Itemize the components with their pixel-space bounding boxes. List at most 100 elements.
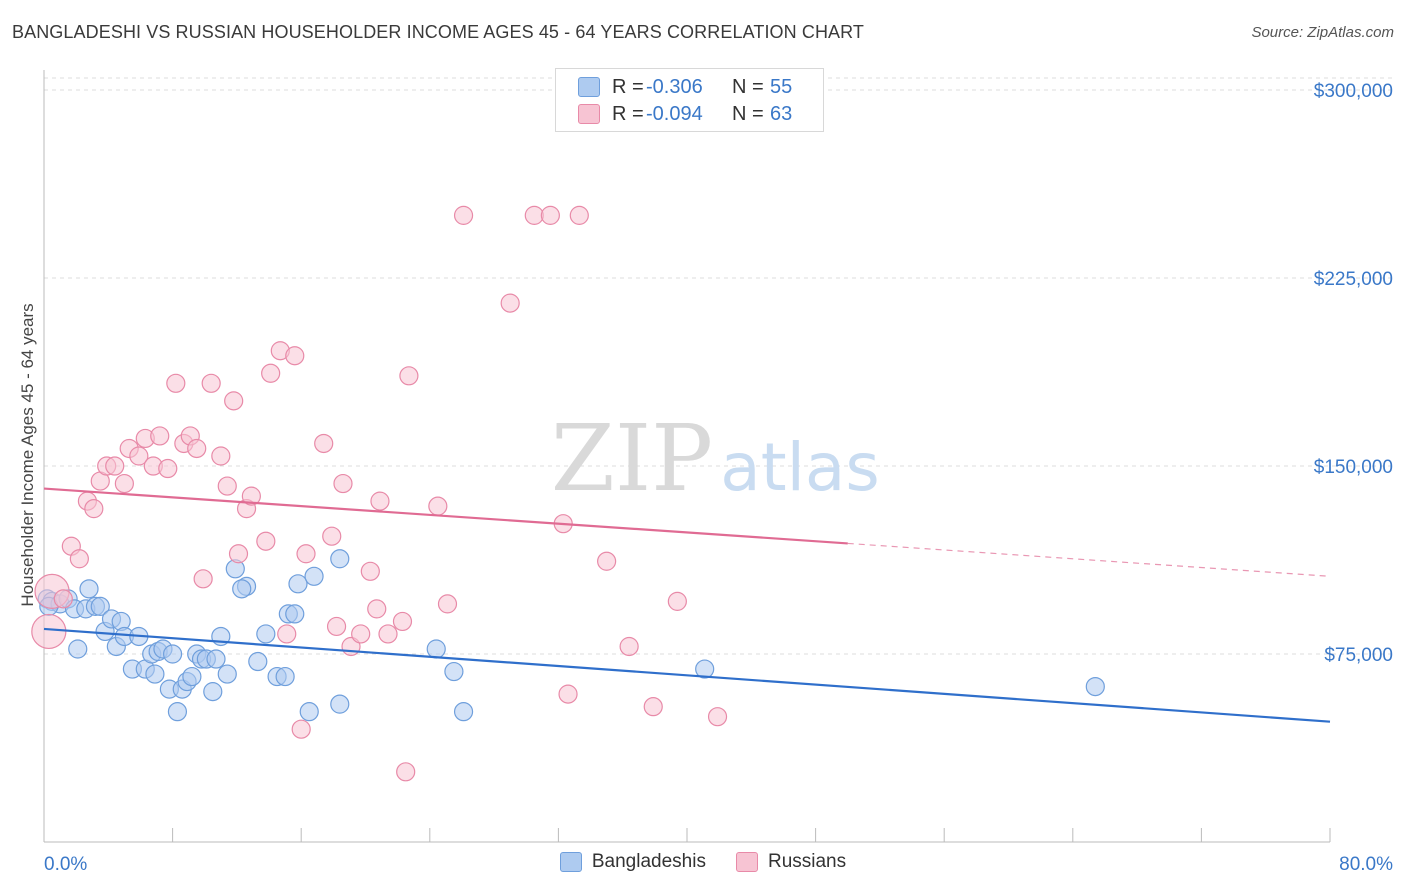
data-point-bangladeshis — [68, 639, 88, 659]
data-point-russians — [540, 205, 560, 225]
data-point-russians — [453, 205, 474, 225]
legend-swatch-russians — [735, 852, 758, 872]
x-tick-label-min: 0.0% — [44, 854, 87, 875]
legend-swatch-bangladeshis — [578, 77, 600, 97]
data-point-bangladeshis — [330, 694, 350, 714]
data-point-russians — [569, 205, 589, 225]
data-point-russians — [187, 438, 207, 459]
data-point-russians — [31, 613, 67, 650]
data-point-russians — [84, 499, 104, 519]
data-point-russians — [291, 719, 311, 739]
watermark-atlas: atlas — [720, 429, 880, 506]
data-point-russians — [224, 391, 244, 411]
legend-label-russians: Russians — [767, 851, 847, 872]
correlation-legend: R = -0.306 N = 55 R = -0.094 N = 63 — [555, 68, 824, 132]
legend-row-russians: R = -0.094 N = 63 — [578, 101, 792, 127]
n-label: N = — [732, 75, 764, 98]
data-point-russians — [322, 526, 342, 546]
data-point-russians — [378, 624, 398, 644]
data-point-russians — [370, 491, 390, 511]
data-point-russians — [53, 589, 73, 609]
data-point-bangladeshis — [145, 664, 165, 684]
data-point-russians — [211, 446, 231, 466]
data-point-bangladeshis — [444, 661, 464, 682]
data-point-russians — [428, 496, 448, 516]
data-point-russians — [69, 549, 89, 569]
legend-label-bangladeshis: Bangladeshis — [591, 851, 706, 872]
data-point-russians — [228, 544, 249, 564]
trend-line-extension-russians — [847, 542, 1331, 577]
legend-row-bangladeshis: R = -0.306 N = 55 — [578, 74, 792, 100]
data-point-russians — [201, 373, 221, 393]
axes — [43, 70, 1331, 843]
data-point-russians — [351, 624, 371, 644]
data-point-russians — [707, 707, 728, 727]
data-point-russians — [367, 599, 387, 619]
r-value: -0.306 — [646, 75, 703, 98]
data-point-bangladeshis — [695, 659, 715, 679]
data-point-russians — [114, 473, 134, 494]
data-point-russians — [166, 373, 186, 393]
data-point-bangladeshis — [275, 666, 295, 687]
x-tick-labels: 0.0% 80.0% — [44, 854, 1393, 875]
r-label: R = — [612, 75, 644, 98]
data-point-russians — [437, 594, 458, 614]
data-point-russians — [392, 611, 413, 632]
n-value: 55 — [770, 75, 793, 98]
data-point-bangladeshis — [79, 579, 99, 599]
gridlines — [44, 77, 1393, 655]
legend-swatch-russians — [578, 104, 600, 124]
y-axis-label: Householder Income Ages 45 - 64 years — [18, 303, 37, 606]
watermark: ZIP atlas — [551, 405, 880, 512]
data-point-russians — [500, 293, 520, 313]
data-point-russians — [558, 684, 578, 704]
legend-item-bangladeshis[interactable]: Bangladeshis — [559, 851, 706, 873]
data-point-bangladeshis — [330, 549, 350, 569]
data-point-bangladeshis — [288, 574, 308, 594]
data-point-russians — [129, 446, 149, 466]
data-point-bangladeshis — [90, 596, 110, 616]
trend-lines — [43, 487, 1331, 723]
data-point-russians — [261, 363, 281, 383]
data-point-bangladeshis — [256, 624, 276, 644]
data-point-bangladeshis — [426, 639, 446, 659]
data-point-russians — [277, 624, 297, 644]
data-point-russians — [193, 569, 213, 589]
y-tick-label: $225,000 — [1314, 269, 1393, 290]
data-point-bangladeshis — [453, 702, 474, 722]
source-label: Source: ZipAtlas.com — [1251, 24, 1394, 41]
data-point-russians — [619, 636, 639, 657]
data-point-russians — [296, 544, 316, 564]
y-tick-label: $300,000 — [1314, 81, 1393, 102]
data-point-bangladeshis — [217, 664, 237, 684]
legend-swatch-bangladeshis — [559, 852, 582, 872]
data-point-bangladeshis — [206, 649, 226, 669]
data-point-russians — [285, 346, 305, 366]
data-point-bangladeshis — [182, 666, 202, 687]
data-point-russians — [217, 476, 237, 496]
data-point-bangladeshis — [285, 604, 305, 624]
data-point-russians — [158, 458, 178, 479]
data-point-russians — [597, 551, 617, 571]
data-point-russians — [314, 433, 334, 454]
data-point-bangladeshis — [299, 702, 319, 722]
data-point-russians — [333, 473, 353, 494]
trend-line-bangladeshis — [43, 627, 1331, 723]
data-point-russians — [105, 456, 125, 476]
data-point-russians — [399, 366, 419, 386]
data-point-bangladeshis — [1085, 676, 1105, 697]
data-point-bangladeshis — [232, 579, 252, 599]
data-point-bangladeshis — [248, 651, 268, 672]
y-tick-labels: $75,000 $150,000 $225,000 $300,000 — [1314, 81, 1393, 666]
data-point-bangladeshis — [167, 702, 188, 722]
data-point-bangladeshis — [304, 566, 324, 586]
chart-title: BANGLADESHI VS RUSSIAN HOUSEHOLDER INCOM… — [12, 22, 865, 42]
n-label: N = — [732, 102, 764, 125]
r-label: R = — [612, 102, 644, 125]
legend-item-russians[interactable]: Russians — [735, 851, 847, 873]
data-point-bangladeshis — [203, 682, 223, 702]
series-legend: Bangladeshis Russians — [0, 851, 1406, 873]
y-tick-label: $75,000 — [1324, 645, 1393, 666]
watermark-zip: ZIP — [551, 405, 713, 512]
